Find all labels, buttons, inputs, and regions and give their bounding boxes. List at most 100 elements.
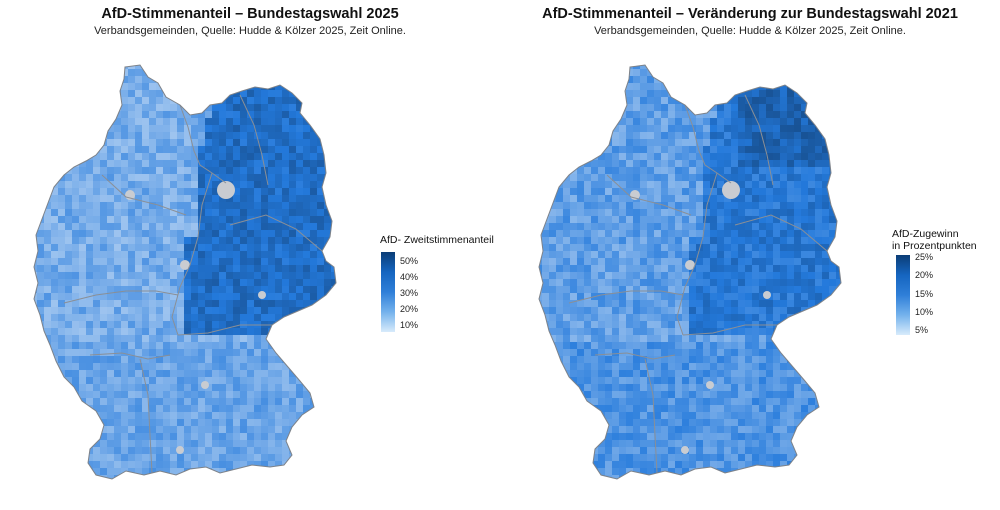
municipality-cell (142, 370, 150, 378)
municipality-cell (633, 272, 641, 280)
municipality-cell (114, 244, 122, 252)
municipality-cell (198, 55, 206, 63)
municipality-cell (310, 307, 318, 315)
municipality-cell (226, 174, 234, 182)
municipality-cell (542, 293, 550, 301)
municipality-cell (843, 342, 851, 350)
municipality-cell (539, 69, 543, 77)
municipality-cell (268, 76, 276, 84)
municipality-cell (268, 244, 276, 252)
municipality-cell (640, 349, 648, 357)
municipality-cell (219, 230, 227, 238)
municipality-cell (275, 286, 283, 294)
municipality-cell (142, 356, 150, 364)
municipality-cell (549, 160, 557, 168)
municipality-cell (226, 202, 234, 210)
municipality-cell (598, 65, 606, 70)
municipality-cell (338, 111, 346, 119)
municipality-cell (345, 118, 353, 126)
municipality-cell (794, 153, 802, 161)
municipality-cell (836, 139, 841, 147)
municipality-cell (787, 76, 795, 84)
municipality-cell (275, 139, 283, 147)
municipality-cell (619, 258, 627, 266)
municipality-cell (310, 188, 318, 196)
municipality-cell (829, 153, 837, 161)
municipality-cell (212, 83, 220, 91)
municipality-cell (549, 237, 557, 245)
municipality-cell (282, 216, 290, 224)
left-map-title: AfD-Stimmenanteil – Bundestagswahl 2025 (101, 6, 399, 22)
municipality-cell (843, 69, 851, 77)
municipality-cell (240, 461, 248, 469)
municipality-cell (780, 132, 788, 140)
municipality-cell (226, 489, 234, 497)
municipality-cell (815, 335, 823, 343)
municipality-cell (226, 65, 234, 70)
municipality-cell (268, 125, 276, 133)
municipality-cell (212, 454, 220, 462)
municipality-cell (142, 139, 150, 147)
municipality-cell (121, 76, 129, 84)
municipality-cell (121, 440, 129, 448)
municipality-cell (219, 104, 227, 112)
municipality-cell (303, 468, 311, 476)
municipality-cell (65, 377, 73, 385)
municipality-cell (205, 90, 213, 98)
municipality-cell (570, 195, 578, 203)
municipality-cell (254, 293, 262, 301)
municipality-cell (591, 356, 599, 364)
municipality-cell (310, 328, 318, 336)
municipality-cell (591, 335, 599, 343)
municipality-cell (72, 328, 80, 336)
municipality-cell (752, 174, 760, 182)
municipality-cell (710, 307, 718, 315)
municipality-cell (170, 181, 178, 189)
municipality-cell (142, 104, 150, 112)
municipality-cell (296, 125, 304, 133)
municipality-cell (633, 286, 641, 294)
municipality-cell (205, 195, 213, 203)
municipality-cell (766, 65, 774, 70)
municipality-cell (584, 132, 592, 140)
municipality-cell (275, 363, 283, 371)
municipality-cell (303, 146, 311, 154)
municipality-cell (836, 160, 841, 168)
municipality-cell (51, 111, 59, 119)
municipality-cell (184, 65, 192, 70)
municipality-cell (668, 111, 676, 119)
municipality-cell (668, 335, 676, 343)
municipality-cell (226, 153, 234, 161)
municipality-cell (640, 167, 648, 175)
municipality-cell (556, 307, 564, 315)
municipality-cell (850, 76, 858, 84)
municipality-cell (282, 356, 290, 364)
municipality-cell (65, 300, 73, 308)
municipality-cell (72, 356, 80, 364)
municipality-cell (247, 412, 255, 420)
municipality-cell (345, 69, 353, 77)
municipality-cell (612, 160, 620, 168)
municipality-cell (647, 251, 655, 259)
municipality-cell (100, 104, 108, 112)
municipality-cell (310, 111, 318, 119)
municipality-cell (233, 482, 241, 490)
municipality-cell (766, 111, 774, 119)
municipality-cell (780, 265, 788, 273)
municipality-cell (829, 251, 837, 259)
municipality-cell (584, 265, 592, 273)
municipality-cell (79, 167, 87, 175)
municipality-cell (86, 230, 94, 238)
municipality-cell (759, 363, 767, 371)
municipality-cell (310, 83, 318, 91)
municipality-cell (212, 132, 220, 140)
municipality-cell (689, 97, 697, 105)
municipality-cell (296, 202, 304, 210)
municipality-cell (317, 426, 325, 434)
municipality-cell (752, 307, 760, 315)
municipality-cell (549, 188, 557, 196)
municipality-cell (338, 384, 346, 392)
municipality-cell (668, 223, 676, 231)
municipality-cell (219, 209, 227, 217)
municipality-cell (598, 328, 606, 336)
